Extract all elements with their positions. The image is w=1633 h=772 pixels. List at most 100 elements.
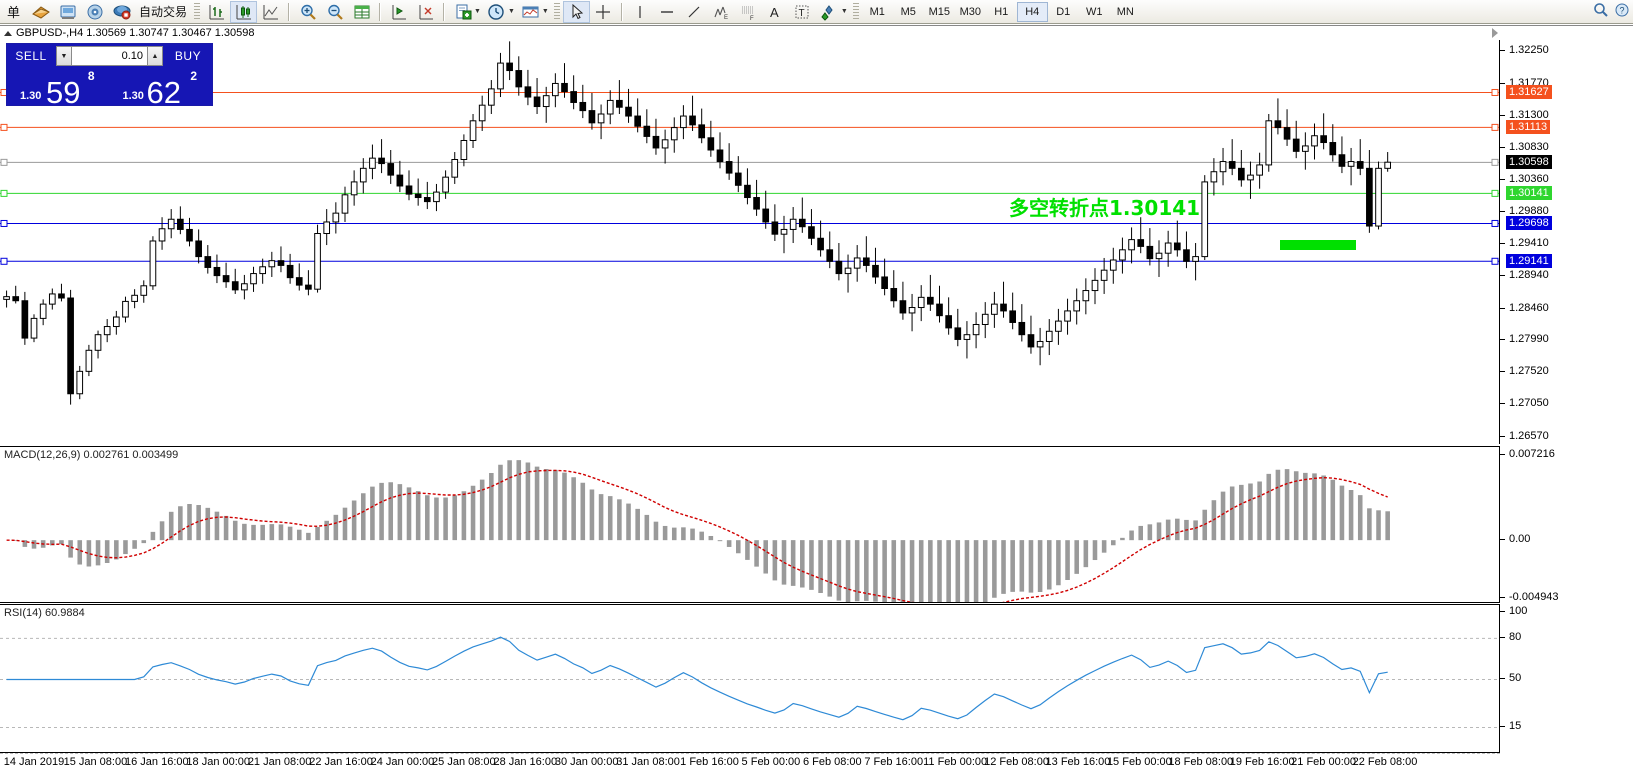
time-axis-label: 11 Feb 00:00 [923,756,988,768]
time-axis-label: 14 Jan 2019 [3,756,65,768]
toolbar-grip-3[interactable] [852,2,859,21]
rsi-pane[interactable]: RSI(14) 60.9884 [0,604,1500,753]
price-badge-resistance[interactable]: 1.31627 [1506,85,1552,100]
help-icon[interactable]: ? [1615,3,1629,22]
toolbar-grip-2[interactable] [553,2,560,21]
price-badge-pivot[interactable]: 1.30141 [1506,186,1552,201]
rsi-canvas [0,636,1499,728]
candlestick-icon[interactable] [230,0,258,23]
price-tick: 1.31300 [1500,109,1549,121]
svg-text:?: ? [1619,6,1624,16]
chart-shift-icon[interactable] [385,1,412,23]
pointer-icon[interactable] [562,0,590,23]
terminal-icon[interactable] [81,1,108,23]
sell-price-big: 59 [46,75,81,110]
line-chart-icon[interactable] [257,1,284,23]
grid-icon[interactable] [348,1,375,23]
zoom-out-icon[interactable] [321,1,348,23]
chart-window[interactable]: GBPUSD-,H4 1.30569 1.30747 1.30467 1.305… [0,25,1633,771]
price-tick: 1.27990 [1500,333,1549,345]
rsi-tick: 50 [1500,672,1521,684]
time-axis[interactable]: 14 Jan 2019 15 Jan 08:00 16 Jan 16:00 18 Ja… [0,754,1500,772]
time-axis-label: 15 Feb 00:00 [1106,756,1172,768]
macd-tick: 0.007216 [1500,448,1555,460]
macd-canvas [6,460,1390,602]
timeframe-m1[interactable]: M1 [869,5,885,18]
chevron-down-icon-4[interactable]: ▼ [840,8,848,15]
data-window-icon[interactable] [27,1,54,23]
bar-chart-icon[interactable] [203,1,230,23]
search-icon[interactable] [1593,2,1609,23]
vertical-line-icon[interactable] [627,1,654,23]
shapes-icon[interactable] [816,1,843,23]
time-axis-label: 18 Jan 00:00 [186,756,251,768]
time-axis-label: 22 Feb 08:00 [1352,756,1418,768]
timeframe-m30[interactable]: M30 [959,5,981,18]
trendline-icon[interactable] [681,1,708,23]
chevron-down-icon-3[interactable]: ▼ [541,8,549,15]
timeframe-h1[interactable]: H1 [994,5,1009,18]
toolbar-grip[interactable] [194,2,201,21]
price-scale[interactable]: 1.32250 1.31770 1.31300 1.30830 1.30360 1.298… [1500,40,1633,444]
indicators-icon[interactable] [517,1,544,23]
new-order-icon[interactable] [449,1,476,23]
timeframe-m15[interactable]: M15 [928,5,950,18]
price-badge-resistance[interactable]: 1.31113 [1506,120,1551,135]
chevron-down-icon[interactable]: ▼ [474,8,481,15]
macd-pane[interactable]: MACD(12,26,9) 0.002761 0.003499 [0,446,1500,603]
symbol-ohlc-text: GBPUSD-,H4 1.30569 1.30747 1.30467 1.305… [16,27,255,39]
chevron-down-icon-2[interactable]: ▼ [507,8,515,15]
time-axis-label: 12 Feb 08:00 [984,756,1049,768]
timeframe-mn[interactable]: MN [1116,5,1134,18]
timeframe-h4[interactable]: H4 [1016,1,1048,22]
elliott-wave-icon[interactable]: E [708,1,735,23]
text-icon[interactable]: A [762,1,789,23]
auto-scroll-icon[interactable] [412,1,439,23]
macd-tick: 0.00 [1500,533,1530,545]
timeframe-d1[interactable]: D1 [1056,5,1071,18]
buy-label[interactable]: BUY [174,49,202,63]
horizontal-line-icon[interactable] [654,1,681,23]
rsi-scale[interactable]: 100 80 50 15 [1500,604,1633,753]
volume-down-icon[interactable]: ▼ [56,46,72,66]
time-axis-label: 16 Jan 16:00 [125,756,189,768]
one-click-trading-panel[interactable]: SELL ▼ 0.10 ▲ BUY 1.30 59 8 1.30 62 2 [6,43,213,110]
label-icon[interactable]: T [789,1,816,23]
fibonacci-icon[interactable]: F [735,1,762,23]
price-badge-support[interactable]: 1.29141 [1506,254,1552,269]
price-tick: 1.30360 [1500,173,1549,185]
price-tick: 1.29880 [1500,205,1549,217]
time-axis-label: 15 Jan 08:00 [63,756,128,768]
buy-button[interactable]: 1.30 62 2 [110,68,211,108]
time-axis-gridline [0,753,1500,754]
macd-tick: -0.004943 [1500,591,1559,603]
autotrading-label[interactable]: 自动交易 [139,5,188,19]
svg-text:T: T [799,8,805,19]
time-axis-label: 18 Feb 08:00 [1168,756,1234,768]
timeframe-w1[interactable]: W1 [1086,5,1103,18]
volume-input[interactable]: 0.10 [72,46,147,66]
collapse-triangle-icon[interactable] [4,30,12,36]
price-chart-pane[interactable]: 多空转折点1.30141 [0,40,1500,444]
volume-up-icon[interactable]: ▲ [147,46,163,66]
autotrading-icon[interactable] [108,1,135,23]
history-icon[interactable] [483,1,510,23]
price-tick: 1.30830 [1500,141,1549,153]
sell-price-fraction: 8 [87,69,95,83]
navigator-icon[interactable] [54,1,81,23]
crosshair-icon[interactable] [590,1,617,23]
price-badge-last-price[interactable]: 1.30598 [1506,155,1552,170]
macd-scale[interactable]: 0.007216 0.00 -0.004943 [1500,446,1633,603]
zoom-in-icon[interactable] [294,1,321,23]
sell-button[interactable]: 1.30 59 8 [8,68,109,110]
rsi-tick: 100 [1500,605,1527,617]
volume-stepper[interactable]: ▼ 0.10 ▲ [56,46,163,66]
market-watch-icon[interactable]: 单 [6,5,20,20]
price-tick: 1.32250 [1500,44,1549,56]
timeframe-m5[interactable]: M5 [900,5,916,18]
time-axis-label: 19 Feb 16:00 [1229,756,1295,768]
price-badge-support[interactable]: 1.29698 [1506,216,1552,231]
svg-text:F: F [750,16,754,21]
sell-label[interactable]: SELL [15,49,47,63]
svg-text:E: E [724,15,728,21]
